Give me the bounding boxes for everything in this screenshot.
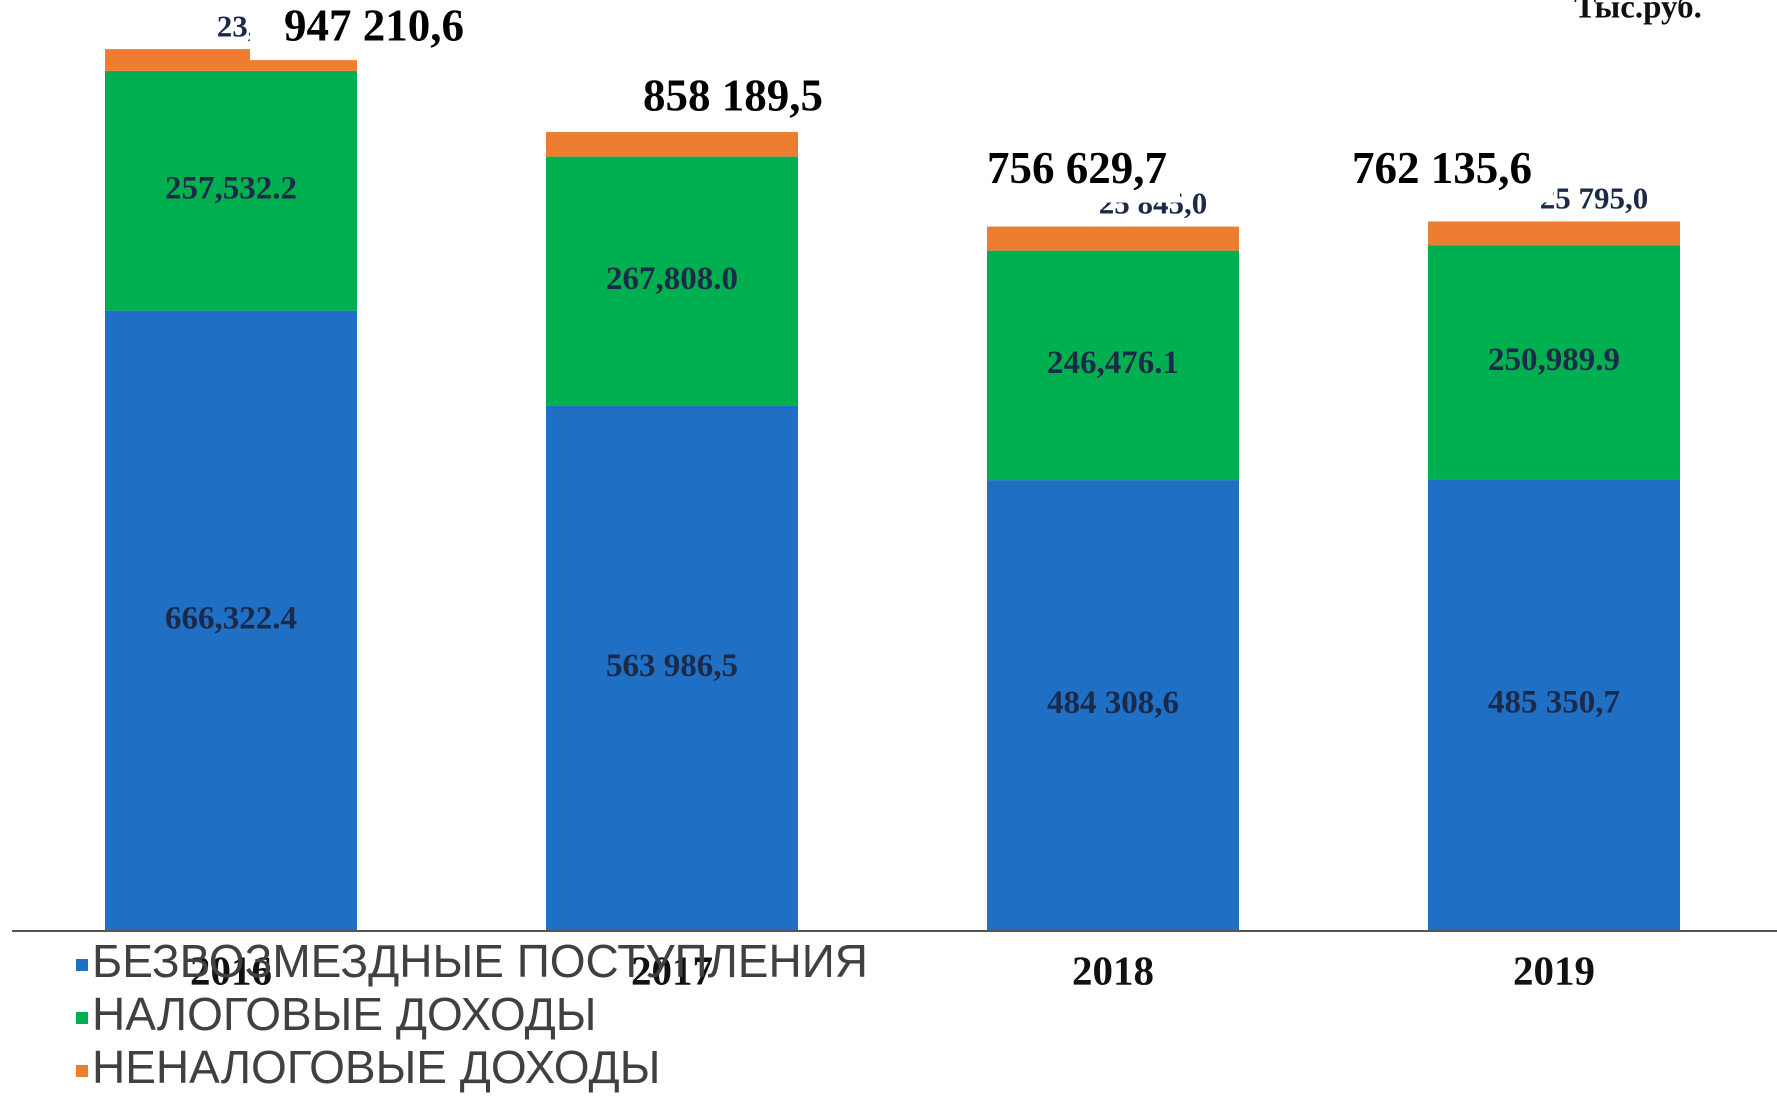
total-label-box (611, 70, 855, 131)
total-label: 762 135,6 (1352, 143, 1532, 193)
bar-segment (1428, 221, 1680, 246)
bar-segment (546, 132, 798, 157)
bar-segment (105, 70, 357, 311)
value-label: 257,532.2 (165, 170, 297, 206)
bar-segment (546, 156, 798, 406)
x-tick-label: 2017 (631, 947, 713, 993)
value-label: 563 986,5 (606, 648, 738, 684)
legend-label: НЕНАЛОГОВЫЕ ДОХОДЫ (92, 1041, 660, 1093)
value-label: 246,476.1 (1047, 345, 1179, 381)
total-label: 947 210,6 (284, 0, 464, 50)
x-tick-label: 2019 (1513, 947, 1595, 993)
legend-label: БЕЗВОЗМЕЗДНЫЕ ПОСТУПЛЕНИЯ (92, 935, 868, 987)
total-label: 858 189,5 (643, 70, 823, 120)
value-label: 485 350,7 (1488, 685, 1620, 721)
total-label-box (250, 0, 498, 61)
value-label: 666,322.4 (165, 600, 297, 636)
total-label-box (974, 142, 1180, 203)
bar-segment (987, 250, 1239, 481)
value-label: 267,808.0 (606, 261, 738, 297)
value-label: 250,989.9 (1488, 342, 1620, 378)
value-label: 25 795,0 (1540, 181, 1649, 216)
bar-segment (1428, 245, 1680, 480)
legend-swatch (76, 1012, 88, 1024)
unit-label: Тыс.руб. (1574, 0, 1702, 26)
bar-segment (105, 310, 357, 932)
bar-segment (987, 226, 1239, 251)
legend-label: НАЛОГОВЫЕ ДОХОДЫ (92, 988, 597, 1040)
total-label: 756 629,7 (987, 143, 1167, 193)
bar-segment (546, 405, 798, 931)
x-tick-label: 2018 (1072, 947, 1154, 993)
total-label-box (1331, 142, 1553, 203)
x-tick-label: 2016 (190, 947, 272, 993)
legend-swatch (76, 959, 88, 971)
legend-swatch (76, 1065, 88, 1077)
value-label: 484 308,6 (1047, 685, 1179, 721)
bar-segment (1428, 479, 1680, 931)
bar-segment (987, 480, 1239, 931)
